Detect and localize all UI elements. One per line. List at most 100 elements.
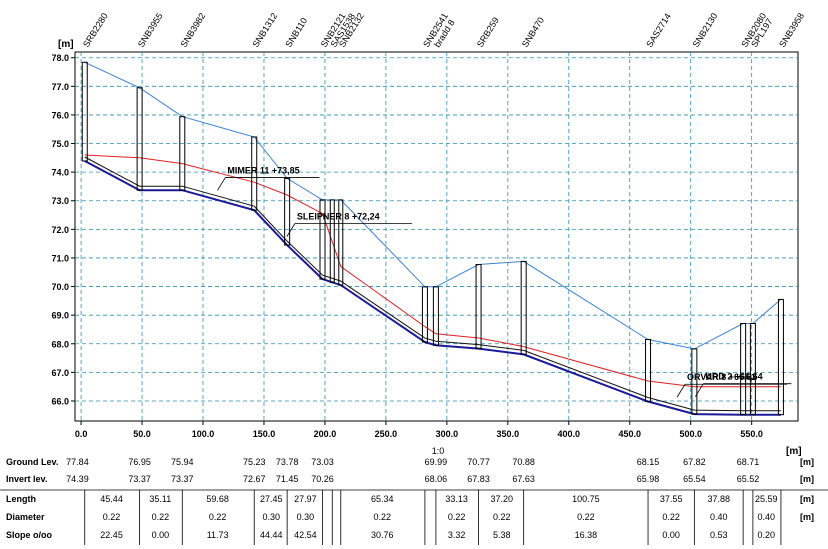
table-row-label: Invert lev. [6,474,47,484]
x-tick-label: 350.0 [497,429,520,439]
y-tick-label: 66.0 [51,396,69,406]
manhole-shaft [284,177,291,246]
table-cell: 73.37 [128,474,151,484]
table-cell: 70.77 [467,457,490,467]
manhole-shaft [749,322,756,416]
manhole-shaft [329,199,335,283]
annotation-leader [694,383,704,397]
series-line-0 [84,61,782,350]
table-row-unit: [m] [800,494,814,504]
plot-frame [74,51,799,422]
table-row-unit: [m] [800,457,814,467]
manhole-shaft [777,298,784,416]
table-cell: 27.45 [260,494,283,504]
manhole-shaft [136,87,143,191]
manhole-label: SRB259 [475,15,501,49]
x-tick-label: 150.0 [253,429,276,439]
table-cell: 25.59 [755,494,778,504]
manhole-shaft [179,116,186,191]
table-cell: 65.98 [637,474,660,484]
series-line-1 [84,154,781,388]
table-cell: 0.22 [448,512,466,522]
table-cell: 33.13 [445,494,468,504]
x-tick-label: 400.0 [558,429,581,439]
y-tick-label: 68.0 [51,339,69,349]
table-cell: 45.44 [100,494,123,504]
annotation-label: URD 2 +66,64 [705,372,762,382]
table-cell: 0.22 [152,512,170,522]
y-tick-label: 71.0 [51,253,69,263]
manhole-shaft [319,199,326,280]
y-tick-label: 76.0 [51,110,69,120]
manhole-shaft [520,260,527,355]
table-cell: 75.23 [243,457,266,467]
annotation-label: ORVAR 8 +66,62 [687,372,756,382]
table-row-label: Length [6,494,36,504]
table-cell: 68.06 [425,474,448,484]
table-cell: 27.97 [294,494,317,504]
x-tick-label: 300.0 [436,429,459,439]
manhole-label: SNB470 [520,15,546,49]
table-cell: 72.67 [243,474,266,484]
table-cell: 65.52 [737,474,760,484]
y-tick-label: 75.0 [51,139,69,149]
pipe-crown-line [84,156,781,412]
x-tick-label: 450.0 [618,429,641,439]
manhole-labels: SRB2280 SNB3955 SNB3982 SNB1312 SNB110 SNB212… [81,11,806,49]
x-tick-label: 500.0 [679,429,702,439]
y-tick-label: 77.0 [51,82,69,92]
table-cell: 37.20 [490,494,513,504]
table-cell: 42.54 [294,530,317,540]
table-cell: 65.34 [371,494,394,504]
table-cell: 68.15 [637,457,660,467]
table-cell: 0.22 [209,512,227,522]
table-cell: 76.95 [128,457,151,467]
table-cell: 0.53 [710,530,728,540]
table-cell: 35.11 [149,494,171,504]
table-cell: 37.55 [660,494,683,504]
table-cell: 0.30 [297,512,315,522]
table-cell: 30.76 [371,530,394,540]
table-cell: 59.68 [206,494,229,504]
y-tick-label: 74.0 [51,168,69,178]
table-row-unit: [m] [800,512,814,522]
annotations: MIMER 11 +73,85 SLEIPNER 8 +72,24 ORVAR 8 … [217,165,792,398]
annotation-label: MIMER 11 +73,85 [227,165,299,175]
table-cell: 5.38 [493,530,511,540]
table-row-label: Ground Lev. [6,457,58,467]
annotation-leader [217,177,226,191]
table-row-unit: [m] [800,474,814,484]
annotation-label: SLEIPNER 8 +72,24 [297,211,380,221]
table-cell: 67.82 [683,457,706,467]
table-cell: 0.00 [152,530,170,540]
table-cell: 73.78 [276,457,299,467]
table-cell: 65.54 [683,474,706,484]
annotation-leader [286,223,296,237]
table-cell: 0.22 [493,512,511,522]
annotation-leader [676,384,686,398]
table-cell: 74.39 [66,474,89,484]
manhole-shaft [338,199,344,286]
table-cell: 68.71 [737,457,760,467]
x-tick-label: 550.0 [740,429,763,439]
table-cell: 73.03 [311,457,334,467]
x-tick-label: 100.0 [192,429,215,439]
table-cell: 0.22 [373,512,391,522]
manhole-label: SRB2280 [81,11,110,49]
manhole-label: SAS2714 [644,12,673,50]
table-cell: 0.22 [103,512,121,522]
y-axis-unit: [m] [58,39,74,50]
series-line-2 [84,160,781,416]
table-cell: 0.40 [758,512,776,522]
manhole-shaft [740,322,747,416]
table-cell: 0.30 [263,512,281,522]
series-lines [84,61,782,416]
x-tick-label: 200.0 [314,429,337,439]
table-cell: 0.22 [662,512,680,522]
manhole-shafts [81,61,784,416]
manhole-shaft [691,348,698,415]
grid-lines [75,52,798,421]
y-tick-label: 67.0 [51,368,69,378]
x-axis-unit: [m] [786,446,802,457]
manhole-shaft [432,286,439,346]
